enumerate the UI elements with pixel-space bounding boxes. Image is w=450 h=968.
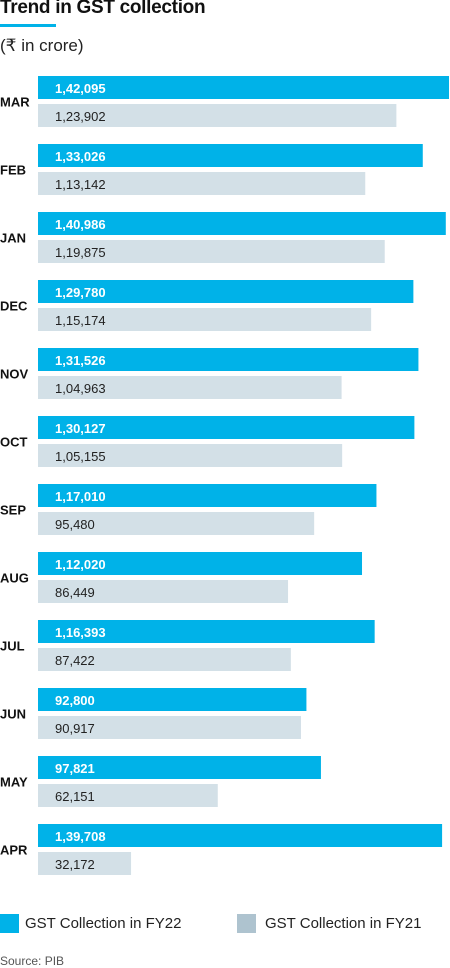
category-label-may: MAY — [0, 775, 28, 790]
bar-label-fy22-dec: 1,29,780 — [55, 285, 106, 300]
legend-label-fy22: GST Collection in FY22 — [25, 915, 182, 932]
bar-label-fy22-mar: 1,42,095 — [55, 81, 106, 96]
bar-fy22-jan — [38, 212, 446, 235]
bar-fy22-dec — [38, 280, 414, 303]
bar-fy21-oct — [38, 444, 343, 467]
bar-label-fy21-jul: 87,422 — [55, 653, 95, 668]
bar-label-fy21-mar: 1,23,902 — [55, 109, 106, 124]
bar-fy21-dec — [38, 308, 372, 331]
legend-swatch-fy21 — [237, 914, 256, 933]
source-note: Source: PIB — [0, 954, 65, 968]
bar-label-fy22-oct: 1,30,127 — [55, 421, 106, 436]
bar-label-fy22-may: 97,821 — [55, 761, 95, 776]
bar-fy22-sep — [38, 484, 377, 507]
bar-fy22-jun — [38, 688, 307, 711]
category-label-dec: DEC — [0, 299, 28, 314]
category-label-sep: SEP — [0, 503, 26, 518]
bar-label-fy21-nov: 1,04,963 — [55, 381, 106, 396]
bar-fy22-oct — [38, 416, 415, 439]
category-label-aug: AUG — [0, 571, 29, 586]
bar-label-fy22-apr: 1,39,708 — [55, 829, 106, 844]
bar-fy22-may — [38, 756, 321, 779]
bar-fy21-aug — [38, 580, 289, 603]
bar-fy21-jul — [38, 648, 291, 671]
bar-fy22-apr — [38, 824, 443, 847]
bar-fy21-jan — [38, 240, 385, 263]
bar-label-fy22-feb: 1,33,026 — [55, 149, 106, 164]
bar-fy21-sep — [38, 512, 315, 535]
bar-label-fy21-aug: 86,449 — [55, 585, 95, 600]
category-label-mar: MAR — [0, 95, 30, 110]
category-label-jul: JUL — [0, 639, 25, 654]
bar-label-fy22-jan: 1,40,986 — [55, 217, 106, 232]
bar-label-fy21-feb: 1,13,142 — [55, 177, 106, 192]
category-label-oct: OCT — [0, 435, 28, 450]
category-label-nov: NOV — [0, 367, 29, 382]
category-label-apr: APR — [0, 843, 28, 858]
legend-swatch-fy22 — [0, 914, 19, 933]
bar-fy21-jun — [38, 716, 301, 739]
bar-fy21-feb — [38, 172, 366, 195]
bar-chart: MAR 1,42,095 1,23,902 FEB 1,33,026 1,13,142 JA… — [0, 76, 449, 875]
bar-fy21-nov — [38, 376, 342, 399]
bar-label-fy21-sep: 95,480 — [55, 517, 95, 532]
bar-label-fy22-nov: 1,31,526 — [55, 353, 106, 368]
chart-subtitle: (₹ in crore) — [0, 36, 84, 55]
chart-title: Trend in GST collection — [0, 0, 206, 18]
category-label-jan: JAN — [0, 231, 26, 246]
bar-label-fy21-dec: 1,15,174 — [55, 313, 106, 328]
bar-label-fy22-jun: 92,800 — [55, 693, 95, 708]
bar-label-fy22-aug: 1,12,020 — [55, 557, 106, 572]
bar-fy22-jul — [38, 620, 375, 643]
legend-label-fy21: GST Collection in FY21 — [265, 915, 422, 932]
bar-fy21-may — [38, 784, 218, 807]
bar-label-fy21-apr: 32,172 — [55, 857, 95, 872]
bar-fy22-feb — [38, 144, 423, 167]
title-accent-rule — [0, 24, 56, 27]
bar-label-fy21-jan: 1,19,875 — [55, 245, 106, 260]
bar-label-fy22-sep: 1,17,010 — [55, 489, 106, 504]
bar-label-fy21-may: 62,151 — [55, 789, 95, 804]
bar-label-fy22-jul: 1,16,393 — [55, 625, 106, 640]
bar-fy21-apr — [38, 852, 132, 875]
bar-fy22-mar — [38, 76, 449, 99]
bar-label-fy21-jun: 90,917 — [55, 721, 95, 736]
bar-fy22-aug — [38, 552, 363, 575]
category-label-jun: JUN — [0, 707, 26, 722]
bar-label-fy21-oct: 1,05,155 — [55, 449, 106, 464]
category-label-feb: FEB — [0, 163, 26, 178]
bar-fy21-mar — [38, 104, 397, 127]
bar-fy22-nov — [38, 348, 419, 371]
